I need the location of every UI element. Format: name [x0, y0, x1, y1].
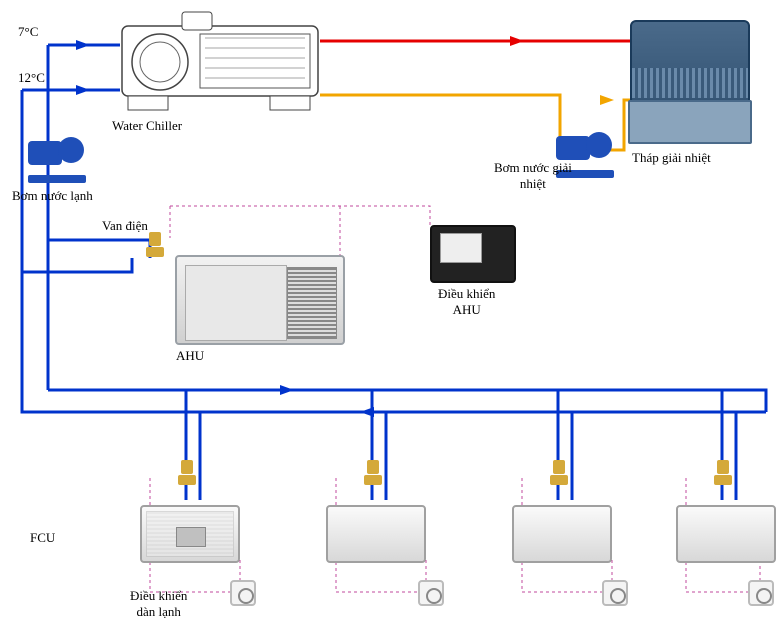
- fcu-cassette: [140, 505, 240, 563]
- fcu-valve: [714, 460, 732, 484]
- return-temp-label: 12°C: [18, 70, 45, 86]
- cooling-tower-label: Tháp giải nhiệt: [632, 150, 711, 166]
- chilled-pump-label: Bơm nước lạnh: [12, 188, 93, 204]
- fcu-ducted: [512, 505, 612, 563]
- fcu-valve: [550, 460, 568, 484]
- water-chiller: [120, 8, 320, 118]
- fcu-floor-standing: [326, 505, 426, 563]
- cooling-tower: [630, 20, 750, 140]
- ahu-controller-label: Điều khiển AHU: [438, 286, 495, 317]
- fcu-valve: [178, 460, 196, 484]
- condenser-pump-label: Bơm nước giải nhiệt: [494, 160, 572, 191]
- ahu-controller: [430, 225, 516, 283]
- fcu-valve: [364, 460, 382, 484]
- supply-temp-label: 7°C: [18, 24, 38, 40]
- chilled-water-pump: [28, 135, 86, 183]
- thermostat: [230, 580, 256, 606]
- fcu-label: FCU: [30, 530, 55, 546]
- thermostat: [418, 580, 444, 606]
- ahu-label: AHU: [176, 348, 204, 364]
- thermostat: [602, 580, 628, 606]
- fcu-controller-label: Điều khiển dàn lạnh: [130, 588, 187, 619]
- fcu-ceiling: [676, 505, 776, 563]
- thermostat: [748, 580, 774, 606]
- electric-valve-label: Van điện: [102, 218, 148, 234]
- ahu-unit: [175, 255, 345, 345]
- electric-valve-ahu: [146, 232, 164, 256]
- chiller-label: Water Chiller: [112, 118, 182, 134]
